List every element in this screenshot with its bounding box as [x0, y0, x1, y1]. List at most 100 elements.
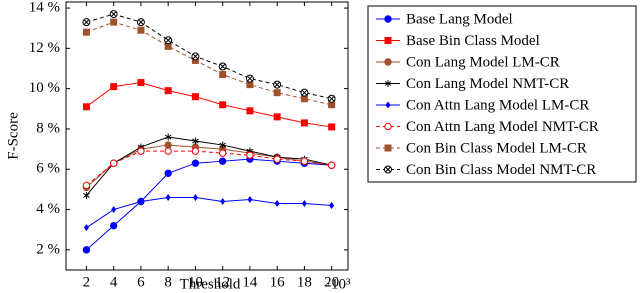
data-point [82, 28, 90, 36]
legend-label: Base Bin Class Model [406, 33, 540, 49]
data-point [164, 133, 172, 141]
data-point [327, 94, 336, 103]
data-point [218, 149, 227, 157]
legend-label: Con Attn Lang Model NMT-CR [406, 119, 599, 135]
x-tick-label: 8 [164, 274, 172, 290]
data-point [273, 113, 281, 121]
data-point [218, 157, 227, 165]
data-point [110, 83, 118, 91]
y-tick-label: 8 % [36, 120, 60, 136]
data-point [137, 147, 145, 155]
data-point [273, 155, 281, 163]
data-point [191, 52, 200, 61]
data-point [164, 169, 172, 177]
series-line [86, 158, 332, 251]
x-tick-label: 6 [137, 274, 145, 290]
x-tick-label: 18 [297, 274, 312, 290]
x-tick-label: 2 [83, 274, 91, 290]
x-tick-label: 4 [110, 274, 118, 290]
data-point [109, 10, 118, 19]
data-point [300, 119, 308, 127]
y-axis-label: F-Score [5, 112, 21, 160]
legend-marker [384, 58, 392, 66]
series-line [86, 13, 332, 100]
data-point [82, 181, 91, 190]
data-point [83, 224, 89, 232]
data-point [191, 159, 200, 167]
data-point [273, 80, 282, 89]
x-tick-label: 16 [270, 274, 286, 290]
x-axis-label: Threshold [180, 276, 241, 292]
data-point [328, 123, 336, 131]
legend-marker [383, 165, 393, 174]
y-tick-label: 6 % [36, 161, 60, 177]
data-point [191, 93, 199, 101]
data-point [136, 18, 145, 27]
data-point [109, 159, 118, 167]
legend-label: Con Lang Model LM-CR [406, 54, 560, 70]
data-point [192, 137, 199, 145]
x-tick-label: 20 [324, 274, 339, 290]
data-point [164, 36, 173, 45]
legend-label: Con Lang Model NMT-CR [406, 76, 569, 92]
data-point [300, 157, 309, 165]
data-point [192, 193, 198, 201]
legend-label: Con Bin Class Model LM-CR [406, 140, 587, 156]
x-tick-label: 14 [242, 274, 258, 290]
data-point [245, 74, 254, 83]
data-point [82, 246, 91, 254]
series-line [86, 196, 332, 229]
data-point [164, 141, 172, 149]
x-multiplier: ·10³ [326, 276, 351, 292]
data-point [220, 197, 226, 205]
data-point [273, 89, 281, 97]
data-point [300, 88, 309, 97]
data-point [218, 62, 227, 71]
x-tick-label: 12 [215, 274, 230, 290]
y-tick-label: 2 % [36, 241, 60, 257]
series-line [86, 82, 332, 128]
data-point [246, 107, 254, 115]
data-point [191, 147, 200, 155]
data-point [109, 221, 118, 230]
data-point [274, 200, 280, 208]
series-line [86, 144, 332, 188]
data-point [83, 191, 90, 199]
data-point [82, 18, 91, 27]
data-point [246, 151, 254, 159]
series-line [86, 21, 332, 106]
legend-marker [384, 37, 392, 44]
legend-marker [384, 144, 392, 152]
data-point [165, 193, 171, 201]
data-point [164, 87, 172, 95]
y-tick-label: 14 % [29, 0, 60, 15]
x-tick-label: 10 [188, 274, 203, 290]
data-point [137, 79, 145, 87]
series-line [86, 150, 332, 186]
legend-marker [385, 101, 391, 109]
data-point [219, 141, 226, 149]
data-point [247, 195, 253, 203]
legend-marker [384, 15, 392, 23]
y-tick-label: 10 % [29, 80, 60, 96]
legend-label: Con Bin Class Model NMT-CR [406, 162, 596, 178]
data-point [219, 71, 227, 79]
data-point [301, 200, 307, 208]
y-tick-label: 4 % [36, 201, 60, 217]
plot-frame [65, 1, 349, 271]
data-point [110, 18, 118, 26]
series-line [86, 136, 332, 196]
data-point [111, 206, 117, 214]
legend-label: Con Attn Lang Model LM-CR [406, 97, 589, 113]
data-point [329, 202, 335, 210]
data-point [138, 197, 144, 205]
data-point [219, 101, 227, 109]
data-point [327, 161, 336, 169]
legend-box [367, 5, 637, 183]
y-tick-label: 12 % [29, 40, 60, 56]
data-point [137, 26, 145, 34]
data-point [82, 103, 90, 111]
legend-marker [384, 122, 392, 131]
data-point [164, 147, 172, 155]
